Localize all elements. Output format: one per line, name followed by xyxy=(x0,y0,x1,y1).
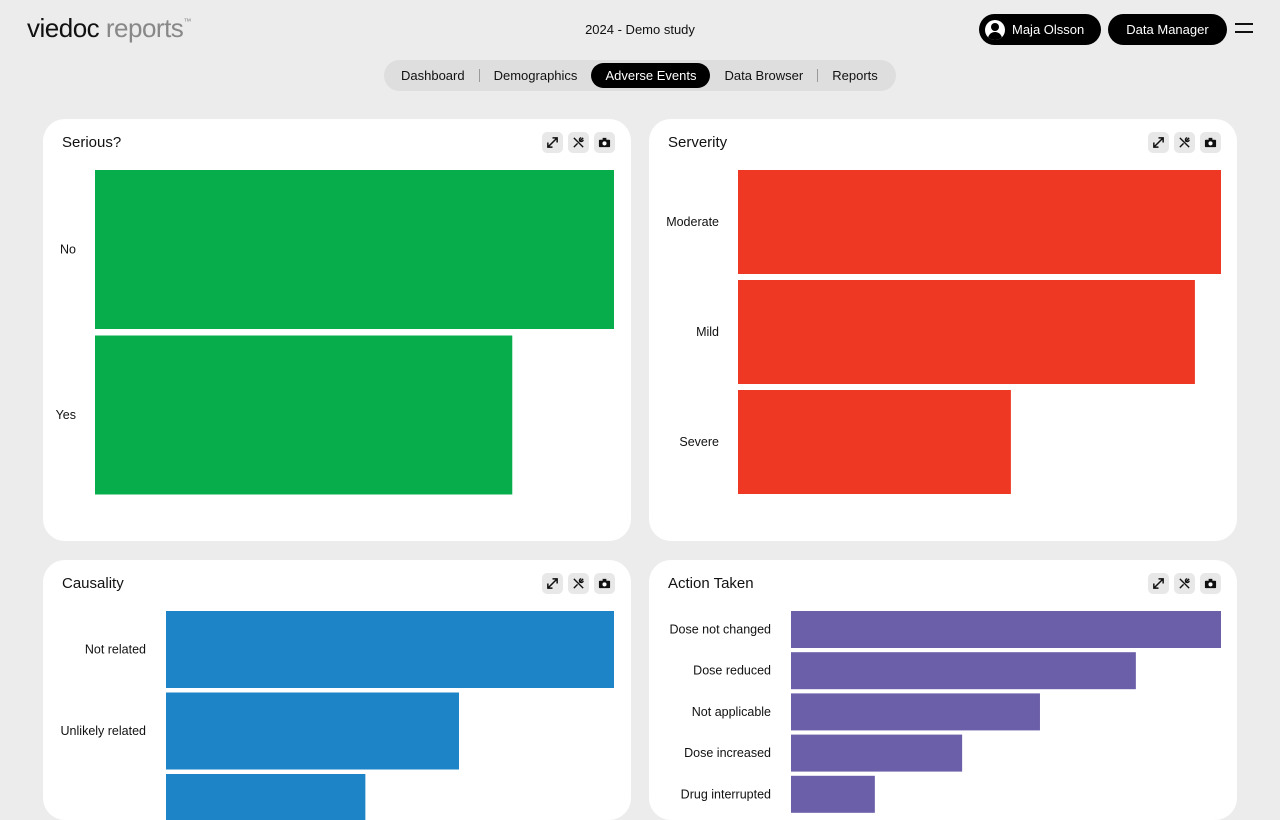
card-toolbar xyxy=(542,132,615,153)
bar-dose-increased[interactable] xyxy=(791,734,963,772)
bar-not-related[interactable] xyxy=(166,611,614,688)
serious-bar-chart: No Yes xyxy=(56,170,614,495)
tab-separator xyxy=(817,69,819,82)
bar-drug-interrupted[interactable] xyxy=(791,775,875,813)
bar-moderate[interactable] xyxy=(738,170,1221,274)
bar-severe[interactable] xyxy=(738,390,1011,494)
study-name: 2024 - Demo study xyxy=(585,22,695,37)
category-label: No xyxy=(60,243,76,257)
hamburger-menu-icon[interactable] xyxy=(1235,22,1253,34)
brand-secondary: reports xyxy=(105,13,184,43)
card-title: Serverity xyxy=(668,134,728,151)
card-title: Serious? xyxy=(62,134,122,151)
causality-chart-card: Causality Not related Unlikely related xyxy=(43,560,631,820)
bar-not-applicable[interactable] xyxy=(791,693,1040,731)
role-label: Data Manager xyxy=(1126,22,1209,37)
tab-separator xyxy=(478,69,480,82)
card-toolbar xyxy=(1148,132,1221,153)
tab-dashboard[interactable]: Dashboard xyxy=(401,68,465,83)
action-taken-chart-card: Action Taken Dose not changed Dose reduce… xyxy=(649,560,1237,820)
category-label: Dose reduced xyxy=(693,664,771,678)
bar-no[interactable] xyxy=(95,170,614,329)
category-label: Yes xyxy=(56,408,76,422)
tab-data-browser[interactable]: Data Browser xyxy=(724,68,804,83)
role-button[interactable]: Data Manager xyxy=(1108,14,1227,45)
card-toolbar xyxy=(542,573,615,594)
causality-bar-chart: Not related Unlikely related xyxy=(61,611,614,820)
camera-icon[interactable] xyxy=(1200,573,1221,594)
user-menu-button[interactable]: Maja Olsson xyxy=(979,14,1101,45)
bar-yes[interactable] xyxy=(95,335,513,495)
category-label: Unlikely related xyxy=(61,724,147,738)
tab-demographics[interactable]: Demographics xyxy=(493,68,578,83)
category-label: Not applicable xyxy=(692,705,771,719)
tab-adverse-events[interactable]: Adverse Events xyxy=(591,63,711,88)
category-label: Not related xyxy=(85,643,146,657)
brand-primary: viedoc xyxy=(27,13,100,43)
action-taken-bar-chart: Dose not changed Dose reduced Not applicab… xyxy=(670,611,1221,813)
category-label: Mild xyxy=(696,325,719,339)
camera-icon[interactable] xyxy=(1200,132,1221,153)
serious-chart-card: Serious? No Yes xyxy=(43,119,631,541)
card-title: Action Taken xyxy=(668,575,754,592)
card-title: Causality xyxy=(62,575,124,592)
category-label: Drug interrupted xyxy=(681,787,771,801)
bar-dose-reduced[interactable] xyxy=(791,652,1136,690)
bar-unlikely-related[interactable] xyxy=(166,692,459,770)
tools-icon[interactable] xyxy=(568,132,589,153)
bar-mild[interactable] xyxy=(738,280,1195,384)
severity-bar-chart: Moderate Mild Severe xyxy=(666,170,1221,494)
user-name: Maja Olsson xyxy=(1012,22,1085,37)
category-label: Moderate xyxy=(666,215,719,229)
category-label: Dose increased xyxy=(684,746,771,760)
bar-unlabeled[interactable] xyxy=(166,774,366,820)
tools-icon[interactable] xyxy=(568,573,589,594)
severity-chart-card: Serverity Moderate Mild Severe xyxy=(649,119,1237,541)
tools-icon[interactable] xyxy=(1174,573,1195,594)
user-avatar-icon xyxy=(985,19,1005,40)
bar-dose-not-changed[interactable] xyxy=(791,611,1221,648)
expand-icon[interactable] xyxy=(1148,573,1169,594)
brand-trademark: ™ xyxy=(183,17,191,26)
tab-reports[interactable]: Reports xyxy=(832,68,878,83)
camera-icon[interactable] xyxy=(594,573,615,594)
app-logo[interactable]: viedoc reports™ xyxy=(27,13,191,44)
category-label: Severe xyxy=(679,435,719,449)
expand-icon[interactable] xyxy=(542,573,563,594)
expand-icon[interactable] xyxy=(1148,132,1169,153)
card-toolbar xyxy=(1148,573,1221,594)
camera-icon[interactable] xyxy=(594,132,615,153)
expand-icon[interactable] xyxy=(542,132,563,153)
tools-icon[interactable] xyxy=(1174,132,1195,153)
category-label: Dose not changed xyxy=(670,623,772,637)
main-tabs: Dashboard Demographics Adverse Events Da… xyxy=(384,60,896,91)
